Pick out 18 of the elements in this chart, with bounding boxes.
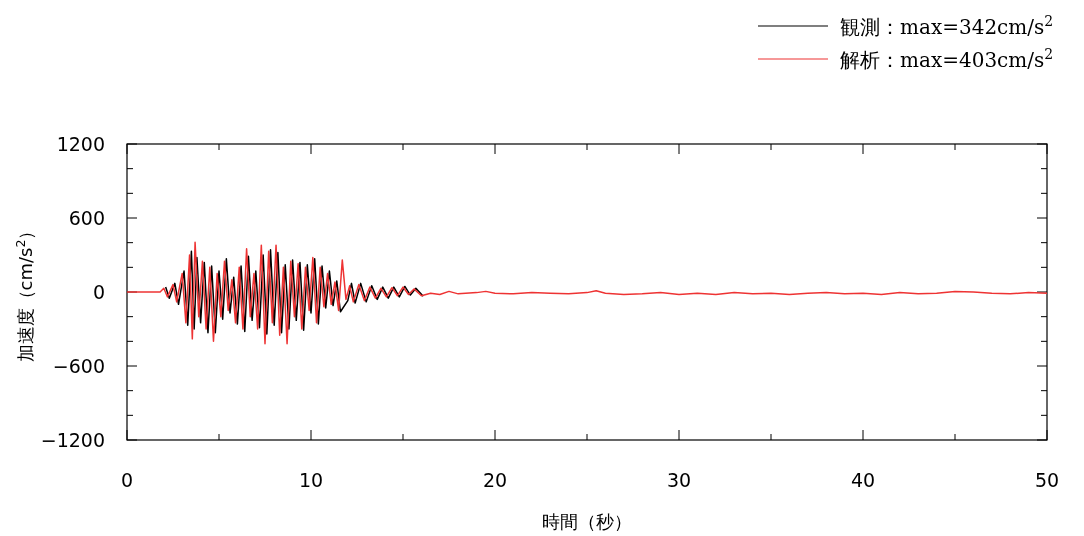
line-series [126, 241, 1048, 345]
legend-item: 観測：max=342cm/s$^{2}$ [757, 13, 1054, 39]
x-tick-label: 50 [1034, 469, 1060, 491]
x-axis-title: 時間（秒） [542, 511, 632, 532]
x-tick-label: 40 [850, 469, 876, 491]
y-tick-label: 600 [68, 207, 105, 229]
y-tick-label: 0 [92, 281, 105, 303]
legend-label: 解析：max=403cm/s$^{2}$ [840, 46, 1054, 72]
legend-item: 解析：max=403cm/s$^{2}$ [757, 46, 1054, 72]
y-tick-label: −600 [52, 355, 105, 377]
legend-label: 観測：max=342cm/s$^{2}$ [840, 13, 1054, 39]
x-tick-label: 20 [482, 469, 508, 491]
y-tick-label: −1200 [40, 429, 105, 451]
x-tick-label: 30 [666, 469, 692, 491]
line-series [164, 249, 424, 335]
x-tick-label: 0 [120, 469, 134, 491]
y-tick-label: 1200 [56, 133, 105, 155]
x-tick-label: 10 [298, 469, 324, 491]
